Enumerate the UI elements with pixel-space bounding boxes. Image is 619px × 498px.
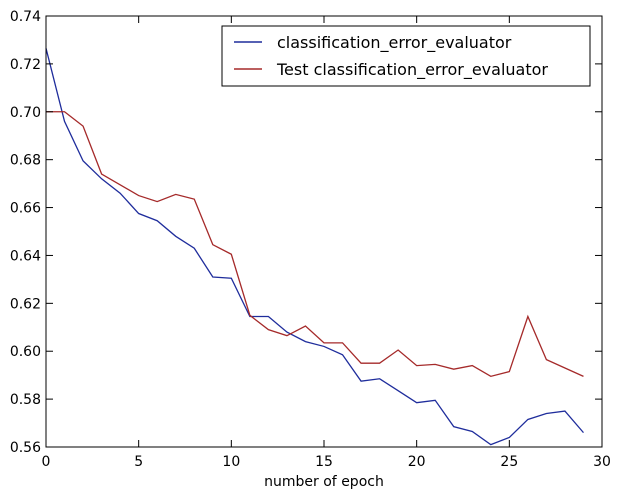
y-tick-label: 0.56 <box>10 440 41 456</box>
ticks-layer: 0 5 10 15 20 25 30 0.56 0.58 0.60 0.62 0.64 0.66 0.68… <box>10 9 611 470</box>
series-line-2 <box>46 111 584 378</box>
x-axis-title: number of epoch <box>264 474 384 490</box>
y-tick-label: 0.60 <box>10 344 41 360</box>
x-tick-label: 0 <box>42 454 51 470</box>
x-tick-label: 5 <box>134 454 143 470</box>
x-tick-label: 15 <box>315 454 333 470</box>
y-tick-label: 0.70 <box>10 105 41 121</box>
x-tick-label: 20 <box>408 454 426 470</box>
series-layer <box>45 48 584 446</box>
y-tick-label: 0.64 <box>10 248 41 264</box>
y-tick-label: 0.58 <box>10 392 41 408</box>
legend-label-series-1: classification_error_evaluator <box>277 33 512 53</box>
legend-label-series-2: Test classification_error_evaluator <box>276 60 548 80</box>
y-tick-label: 0.68 <box>10 153 41 169</box>
x-tick-label: 10 <box>222 454 240 470</box>
y-tick-label: 0.66 <box>10 201 41 217</box>
legend: classification_error_evaluator Test clas… <box>221 25 591 87</box>
x-tick-label: 30 <box>593 454 611 470</box>
series-line-1 <box>45 48 584 446</box>
y-tick-label: 0.72 <box>10 57 41 73</box>
x-tick-label: 25 <box>500 454 518 470</box>
y-tick-label: 0.62 <box>10 296 41 312</box>
legend-box <box>221 25 591 87</box>
y-tick-label: 0.74 <box>10 9 41 25</box>
